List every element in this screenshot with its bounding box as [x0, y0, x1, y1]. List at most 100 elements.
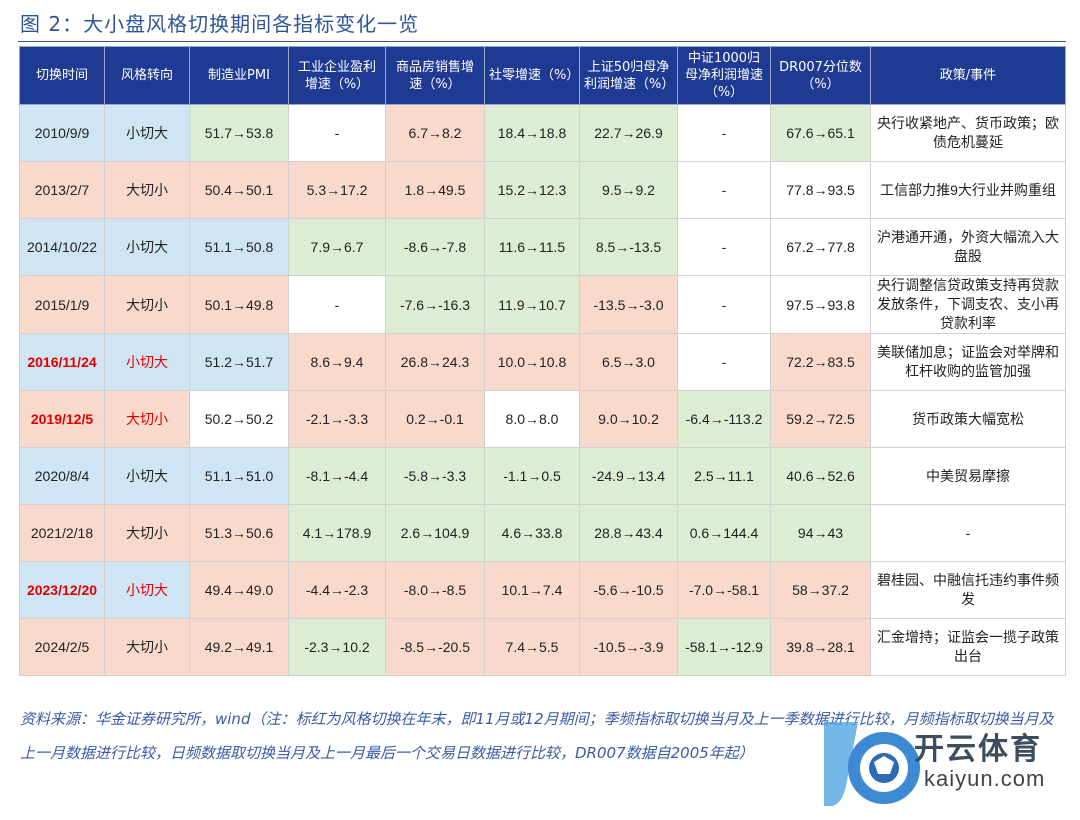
header-cell: 工业企业盈利增速（%） [288, 46, 386, 105]
indicator-cell: 2.6→104.9 [385, 504, 485, 562]
indicator-cell: 4.1→178.9 [288, 504, 386, 562]
policy-event-cell: 工信部力推9大行业并购重组 [870, 161, 1066, 219]
figure-title: 图 2：大小盘风格切换期间各指标变化一览 [20, 12, 420, 36]
switch-date-cell: 2023/12/20 [19, 561, 105, 619]
indicator-cell: 8.6→9.4 [288, 333, 386, 391]
indicator-cell: 77.8→93.5 [770, 161, 871, 219]
indicator-cell: -2.1→-3.3 [288, 390, 386, 448]
watermark-site: kaiyun.com [924, 766, 1046, 791]
indicator-cell: 5.3→17.2 [288, 161, 386, 219]
indicator-cell: 67.2→77.8 [770, 218, 871, 276]
policy-event-cell: 碧桂园、中融信托违约事件频发 [870, 561, 1066, 619]
policy-event-cell: 沪港通开通，外资大幅流入大盘股 [870, 218, 1066, 276]
style-direction-cell: 大切小 [104, 390, 190, 448]
style-direction-cell: 小切大 [104, 104, 190, 162]
table-row: 2021/2/18 大切小 51.3→50.6 4.1→178.9 2.6→104.9 4… [19, 504, 1066, 562]
kaiyun-logo-icon [824, 722, 920, 806]
indicator-cell: 51.1→51.0 [189, 447, 289, 505]
watermark-logo: 开云体育 kaiyun.com [818, 716, 1070, 812]
indicator-cell: 6.5→3.0 [579, 333, 678, 391]
style-direction-cell: 小切大 [104, 447, 190, 505]
indicator-cell: - [677, 161, 771, 219]
switch-date-cell: 2021/2/18 [19, 504, 105, 562]
indicator-cell: - [677, 104, 771, 162]
policy-event-cell: - [870, 504, 1066, 562]
table-row: 2010/9/9 小切大 51.7→53.8-6.7→8.2 18.4→18.8 22.… [19, 104, 1066, 162]
table-row: 2015/1/9 大切小 50.1→49.8- -7.6→-16.3 11.9→10.7… [19, 275, 1066, 334]
switch-date-cell: 2014/10/22 [19, 218, 105, 276]
indicator-cell: -4.4→-2.3 [288, 561, 386, 619]
indicator-cell: -10.5→-3.9 [579, 618, 678, 676]
indicator-cell: -13.5→-3.0 [579, 275, 678, 334]
indicator-cell: -6.4→-113.2 [677, 390, 771, 448]
style-direction-cell: 小切大 [104, 218, 190, 276]
table-body: 2010/9/9 小切大 51.7→53.8-6.7→8.2 18.4→18.8 22.… [19, 104, 1066, 676]
indicator-cell: 18.4→18.8 [484, 104, 580, 162]
indicator-cell: 67.6→65.1 [770, 104, 871, 162]
indicator-cell: 51.2→51.7 [189, 333, 289, 391]
indicator-cell: - [288, 104, 386, 162]
watermark-brand: 开云体育 [914, 732, 1042, 767]
header-cell: 社零增速（%） [484, 46, 580, 105]
indicator-cell: 22.7→26.9 [579, 104, 678, 162]
switch-date-cell: 2010/9/9 [19, 104, 105, 162]
table-row: 2013/2/7 大切小 50.4→50.1 5.3→17.2 1.8→49.5 15.2… [19, 161, 1066, 219]
indicator-cell: 0.2→-0.1 [385, 390, 485, 448]
style-direction-cell: 大切小 [104, 504, 190, 562]
indicator-cell: 50.2→50.2 [189, 390, 289, 448]
indicator-cell: 0.6→144.4 [677, 504, 771, 562]
indicator-cell: 7.4→5.5 [484, 618, 580, 676]
header-row: 切换时间 风格转向 制造业PMI 工业企业盈利增速（%） 商品房销售增速（%） … [19, 46, 1066, 105]
table-row: 2023/12/20 小切大 49.4→49.0 -4.4→-2.3 -8.0→-8.5… [19, 561, 1066, 619]
header-cell: DR007分位数（%） [770, 46, 871, 105]
indicator-cell: - [677, 218, 771, 276]
header-cell: 商品房销售增速（%） [385, 46, 485, 105]
indicator-cell: 11.9→10.7 [484, 275, 580, 334]
policy-event-cell: 中美贸易摩擦 [870, 447, 1066, 505]
indicator-cell: 7.9→6.7 [288, 218, 386, 276]
indicator-cell: -8.0→-8.5 [385, 561, 485, 619]
table-row: 2014/10/22 小切大 51.1→50.8 7.9→6.7 -8.6→-7.8 11… [19, 218, 1066, 276]
style-switch-table: 切换时间 风格转向 制造业PMI 工业企业盈利增速（%） 商品房销售增速（%） … [19, 46, 1066, 676]
indicator-cell: 1.8→49.5 [385, 161, 485, 219]
indicator-cell: 8.0→8.0 [484, 390, 580, 448]
indicator-cell: 49.2→49.1 [189, 618, 289, 676]
switch-date-cell: 2013/2/7 [19, 161, 105, 219]
table-row: 2019/12/5 大切小 50.2→50.2 -2.1→-3.3 0.2→-0.1 8.… [19, 390, 1066, 448]
table-row: 2024/2/5 大切小 49.2→49.1 -2.3→10.2 -8.5→-20.5 7… [19, 618, 1066, 676]
indicator-cell: 51.3→50.6 [189, 504, 289, 562]
header-cell: 中证1000归母净利润增速（%） [677, 46, 771, 105]
indicator-cell: -24.9→13.4 [579, 447, 678, 505]
indicator-cell: -1.1→0.5 [484, 447, 580, 505]
indicator-cell: -8.1→-4.4 [288, 447, 386, 505]
indicator-cell: -5.6→-10.5 [579, 561, 678, 619]
policy-event-cell: 汇金增持；证监会一揽子政策出台 [870, 618, 1066, 676]
indicator-cell: - [677, 333, 771, 391]
style-direction-cell: 小切大 [104, 333, 190, 391]
indicator-cell: -7.6→-16.3 [385, 275, 485, 334]
indicator-cell: 97.5→93.8 [770, 275, 871, 334]
indicator-cell: -7.0→-58.1 [677, 561, 771, 619]
indicator-cell: 2.5→11.1 [677, 447, 771, 505]
switch-date-cell: 2016/11/24 [19, 333, 105, 391]
switch-date-cell: 2020/8/4 [19, 447, 105, 505]
header-cell: 制造业PMI [189, 46, 289, 105]
style-direction-cell: 小切大 [104, 561, 190, 619]
indicator-cell: -58.1→-12.9 [677, 618, 771, 676]
indicator-cell: - [677, 275, 771, 334]
indicator-cell: 40.6→52.6 [770, 447, 871, 505]
indicator-cell: 4.6→33.8 [484, 504, 580, 562]
policy-event-cell: 央行调整信贷政策支持再贷款发放条件，下调支农、支小再贷款利率 [870, 275, 1066, 334]
indicator-cell: 10.1→7.4 [484, 561, 580, 619]
indicator-cell: 50.1→49.8 [189, 275, 289, 334]
source-note: 资料来源：华金证券研究所，wind（注：标红为风格切换在年末，即11月或12月期… [20, 710, 1054, 762]
indicator-cell: 58→37.2 [770, 561, 871, 619]
switch-date-cell: 2024/2/5 [19, 618, 105, 676]
indicator-cell: 51.1→50.8 [189, 218, 289, 276]
indicator-cell: 26.8→24.3 [385, 333, 485, 391]
policy-event-cell: 央行收紧地产、货币政策；欧债危机蔓延 [870, 104, 1066, 162]
policy-event-cell: 美联储加息；证监会对举牌和杠杆收购的监管加强 [870, 333, 1066, 391]
indicator-cell: 6.7→8.2 [385, 104, 485, 162]
title-rule [18, 41, 1066, 42]
indicator-cell: 72.2→83.5 [770, 333, 871, 391]
